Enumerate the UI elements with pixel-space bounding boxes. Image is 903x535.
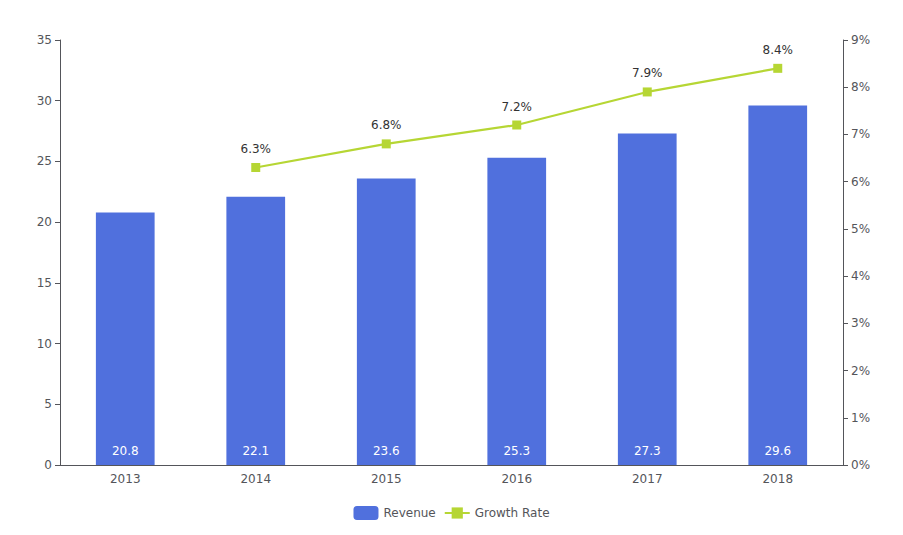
svg-text:1%: 1% (851, 411, 870, 425)
svg-text:2017: 2017 (632, 472, 663, 486)
svg-text:29.6: 29.6 (764, 444, 791, 458)
svg-text:5: 5 (44, 397, 52, 411)
svg-text:Revenue: Revenue (383, 506, 435, 520)
svg-text:23.6: 23.6 (373, 444, 400, 458)
svg-text:2013: 2013 (110, 472, 141, 486)
svg-text:8.4%: 8.4% (763, 43, 794, 57)
svg-text:30: 30 (37, 94, 52, 108)
svg-text:2018: 2018 (762, 472, 793, 486)
svg-text:3%: 3% (851, 316, 870, 330)
svg-text:4%: 4% (851, 269, 870, 283)
svg-text:0: 0 (44, 458, 52, 472)
svg-text:7.2%: 7.2% (502, 100, 533, 114)
svg-text:2016: 2016 (501, 472, 532, 486)
svg-text:15: 15 (37, 276, 52, 290)
svg-text:7%: 7% (851, 127, 870, 141)
svg-text:20: 20 (37, 215, 52, 229)
svg-text:25: 25 (37, 154, 52, 168)
svg-text:10: 10 (37, 337, 52, 351)
svg-text:6.8%: 6.8% (371, 118, 402, 132)
svg-text:2015: 2015 (371, 472, 402, 486)
svg-text:5%: 5% (851, 222, 870, 236)
svg-text:0%: 0% (851, 458, 870, 472)
svg-text:2%: 2% (851, 364, 870, 378)
svg-text:6%: 6% (851, 175, 870, 189)
svg-text:9%: 9% (851, 33, 870, 47)
svg-text:35: 35 (37, 33, 52, 47)
svg-text:Growth Rate: Growth Rate (475, 506, 550, 520)
svg-text:7.9%: 7.9% (632, 66, 663, 80)
svg-text:20.8: 20.8 (112, 444, 139, 458)
svg-text:2014: 2014 (240, 472, 271, 486)
svg-text:27.3: 27.3 (634, 444, 661, 458)
svg-text:22.1: 22.1 (242, 444, 269, 458)
svg-text:25.3: 25.3 (503, 444, 530, 458)
svg-text:6.3%: 6.3% (241, 142, 272, 156)
svg-text:8%: 8% (851, 80, 870, 94)
